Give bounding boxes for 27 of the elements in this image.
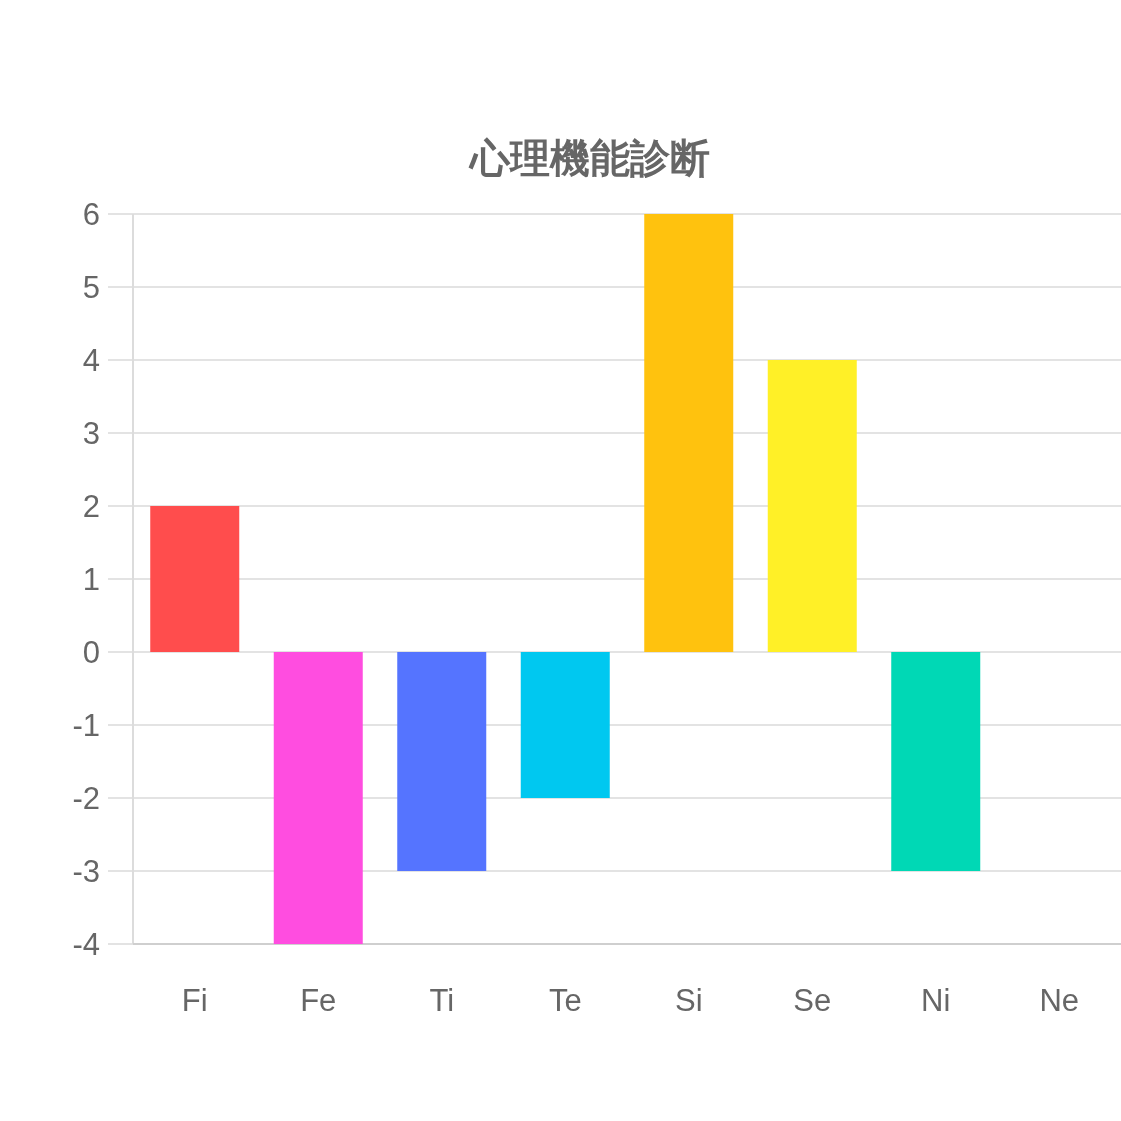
bar xyxy=(397,652,487,871)
y-tick-label: 1 xyxy=(82,562,100,597)
y-tick-label: 2 xyxy=(82,489,100,524)
x-tick-label: Se xyxy=(793,983,832,1018)
x-tick-label: Te xyxy=(548,983,582,1018)
y-tick-label: 5 xyxy=(82,270,100,305)
bar xyxy=(520,652,610,798)
y-tick-label: 6 xyxy=(82,197,100,232)
chart-title: 心理機能診断 xyxy=(468,136,710,180)
bar xyxy=(644,214,734,652)
x-tick-label: Fi xyxy=(181,983,208,1018)
x-tick-label: Ni xyxy=(921,983,951,1018)
x-tick-label: Ti xyxy=(429,983,455,1018)
x-tick-label: Si xyxy=(674,983,703,1018)
y-tick-label: -3 xyxy=(72,854,100,889)
bar xyxy=(150,506,240,652)
bar xyxy=(767,360,857,652)
y-tick-label: -1 xyxy=(72,708,100,743)
x-tick-label: Fe xyxy=(300,983,337,1018)
y-tick-label: 3 xyxy=(82,416,100,451)
bar xyxy=(891,652,981,871)
bar xyxy=(273,652,363,944)
x-tick-label: Ne xyxy=(1039,983,1080,1018)
y-tick-label: -2 xyxy=(72,781,100,816)
y-tick-label: 0 xyxy=(82,635,100,670)
y-tick-label: 4 xyxy=(82,343,100,378)
y-tick-label: -4 xyxy=(72,927,100,962)
